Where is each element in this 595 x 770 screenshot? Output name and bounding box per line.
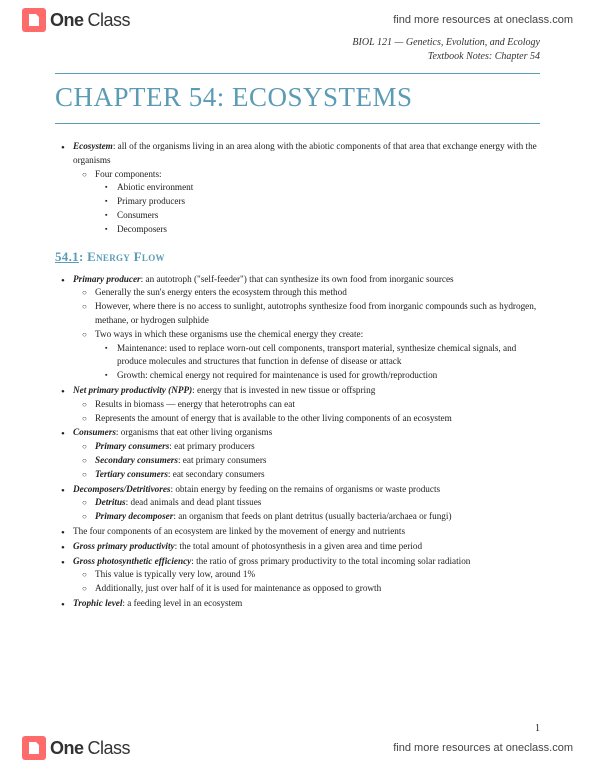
list-item: Consumers <box>117 209 540 223</box>
list-item: Primary decomposer: an organism that fee… <box>95 510 540 524</box>
course-subtitle: Textbook Notes: Chapter 54 <box>55 50 540 64</box>
list-item: Results in biomass — energy that heterot… <box>95 398 540 412</box>
intro-list: Ecosystem: all of the organisms living i… <box>55 140 540 237</box>
list-item: Four components: Abiotic environment Pri… <box>95 168 540 237</box>
list-item: The four components of an ecosystem are … <box>73 525 540 539</box>
components-label: Four components: <box>95 169 162 179</box>
def: : the ratio of gross primary productivit… <box>191 556 470 566</box>
brand-text-class: Class <box>88 738 131 759</box>
term: Primary producer <box>73 274 141 284</box>
text: Two ways in which these organisms use th… <box>95 329 363 339</box>
def: : obtain energy by feeding on the remain… <box>170 484 440 494</box>
chapter-title: CHAPTER 54: ECOSYSTEMS <box>55 73 540 124</box>
def: : eat primary consumers <box>178 455 267 465</box>
list-item: Additionally, just over half of it is us… <box>95 582 540 596</box>
brand-text-one: One <box>50 10 84 31</box>
term-ecosystem: Ecosystem <box>73 141 113 151</box>
def: : dead animals and dead plant tissues <box>126 497 262 507</box>
list-item: Represents the amount of energy that is … <box>95 412 540 426</box>
term: Tertiary consumers <box>95 469 168 479</box>
list-item: Primary producers <box>117 195 540 209</box>
file-icon <box>22 736 46 760</box>
resources-link-bottom[interactable]: find more resources at oneclass.com <box>393 742 573 754</box>
def: : organisms that eat other living organi… <box>116 427 272 437</box>
section-number: 54.1 <box>55 249 79 264</box>
list-item: Abiotic environment <box>117 181 540 195</box>
term: Secondary consumers <box>95 455 178 465</box>
resources-link-top[interactable]: find more resources at oneclass.com <box>393 14 573 26</box>
page-content: BIOL 121 — Genetics, Evolution, and Ecol… <box>0 36 595 652</box>
list-item: Ecosystem: all of the organisms living i… <box>73 140 540 237</box>
brand-text-class: Class <box>88 10 131 31</box>
section-name: : Energy Flow <box>79 249 165 264</box>
brand-text-one: One <box>50 738 84 759</box>
term: Detritus <box>95 497 126 507</box>
list-item: Gross photosynthetic efficiency: the rat… <box>73 555 540 596</box>
list-item: Tertiary consumers: eat secondary consum… <box>95 468 540 482</box>
term: Gross primary productivity <box>73 541 175 551</box>
top-bar: OneClass find more resources at oneclass… <box>0 0 595 36</box>
term: Net primary productivity (NPP) <box>73 385 192 395</box>
list-item: Consumers: organisms that eat other livi… <box>73 426 540 481</box>
term: Primary decomposer <box>95 511 173 521</box>
term: Decomposers/Detritivores <box>73 484 170 494</box>
list-item: Primary producer: an autotroph ("self-fe… <box>73 273 540 383</box>
list-item: Generally the sun's energy enters the ec… <box>95 286 540 300</box>
def: : an autotroph ("self-feeder") that can … <box>141 274 454 284</box>
section-title: 54.1: Energy Flow <box>55 249 540 265</box>
list-item: Primary consumers: eat primary producers <box>95 440 540 454</box>
list-item: Decomposers <box>117 223 540 237</box>
term: Trophic level <box>73 598 122 608</box>
file-icon <box>22 8 46 32</box>
course-code: BIOL 121 — Genetics, Evolution, and Ecol… <box>55 36 540 50</box>
term: Consumers <box>73 427 116 437</box>
brand-logo[interactable]: OneClass <box>22 8 130 32</box>
def: : an organism that feeds on plant detrit… <box>173 511 451 521</box>
def: : eat primary producers <box>169 441 254 451</box>
def: : energy that is invested in new tissue … <box>192 385 375 395</box>
list-item: Trophic level: a feeding level in an eco… <box>73 597 540 611</box>
course-header: BIOL 121 — Genetics, Evolution, and Ecol… <box>55 36 540 63</box>
list-item: Maintenance: used to replace worn-out ce… <box>117 342 540 370</box>
def: : the total amount of photosynthesis in … <box>175 541 423 551</box>
list-item: This value is typically very low, around… <box>95 568 540 582</box>
list-item: Net primary productivity (NPP): energy t… <box>73 384 540 425</box>
list-item: Secondary consumers: eat primary consume… <box>95 454 540 468</box>
list-item: Detritus: dead animals and dead plant ti… <box>95 496 540 510</box>
list-item: Decomposers/Detritivores: obtain energy … <box>73 483 540 524</box>
term: Primary consumers <box>95 441 169 451</box>
list-item: Gross primary productivity: the total am… <box>73 540 540 554</box>
list-item: Growth: chemical energy not required for… <box>117 369 540 383</box>
bottom-bar: OneClass find more resources at oneclass… <box>0 728 595 764</box>
def-ecosystem: : all of the organisms living in an area… <box>73 141 537 165</box>
def: : eat secondary consumers <box>168 469 265 479</box>
list-item: Two ways in which these organisms use th… <box>95 328 540 383</box>
term: Gross photosynthetic efficiency <box>73 556 191 566</box>
body-list: Primary producer: an autotroph ("self-fe… <box>55 273 540 611</box>
list-item: However, where there is no access to sun… <box>95 300 540 328</box>
def: : a feeding level in an ecosystem <box>122 598 242 608</box>
brand-logo-bottom[interactable]: OneClass <box>22 736 130 760</box>
